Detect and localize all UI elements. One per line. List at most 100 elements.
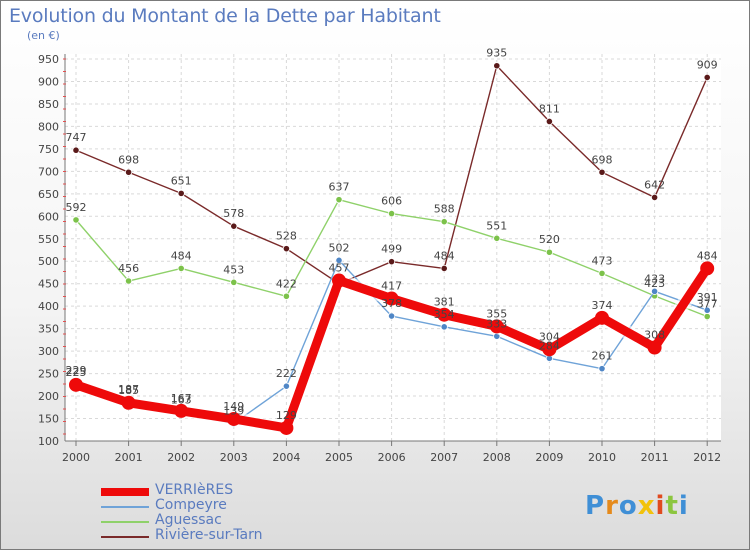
plot-area xyxy=(65,54,721,441)
data-label: 484 xyxy=(171,249,192,262)
data-label: 185 xyxy=(118,384,139,397)
data-label: 520 xyxy=(539,233,560,246)
data-label: 378 xyxy=(381,297,402,310)
data-point xyxy=(598,269,606,277)
data-point xyxy=(226,411,241,426)
data-label: 433 xyxy=(644,272,665,285)
y-tick-label: 100 xyxy=(38,435,59,448)
data-label: 651 xyxy=(171,174,192,187)
data-point xyxy=(493,234,501,242)
logo-letter: i xyxy=(655,491,666,521)
data-label: 592 xyxy=(66,201,87,214)
x-tick-label: 2012 xyxy=(693,451,721,464)
data-point xyxy=(650,193,659,202)
legend-label: Compeyre xyxy=(155,497,227,513)
data-point xyxy=(493,62,501,70)
data-label: 642 xyxy=(644,178,665,191)
data-point xyxy=(177,264,185,273)
logo-letter: o xyxy=(618,491,638,521)
data-label: 333 xyxy=(486,317,507,330)
data-point xyxy=(69,377,83,392)
data-label: 499 xyxy=(381,243,402,256)
data-point xyxy=(282,245,290,253)
x-tick-label: 2006 xyxy=(378,451,406,464)
y-tick-label: 150 xyxy=(38,413,59,426)
data-label: 139 xyxy=(223,404,244,417)
legend-swatch xyxy=(101,488,149,496)
logo-letter: x xyxy=(637,491,656,521)
data-label: 381 xyxy=(434,296,455,309)
data-point xyxy=(647,340,662,355)
y-tick-label: 200 xyxy=(38,390,59,403)
data-point xyxy=(595,310,609,325)
data-label: 355 xyxy=(486,307,507,320)
logo-letter: i xyxy=(678,491,689,521)
data-label: 551 xyxy=(486,219,507,232)
data-label: 698 xyxy=(592,153,613,166)
legend-swatch xyxy=(101,506,149,508)
logo-letter: t xyxy=(665,491,679,521)
proxiti-logo: Proxiti xyxy=(585,491,689,521)
data-label: 606 xyxy=(381,195,402,208)
data-point xyxy=(387,209,396,218)
data-point xyxy=(125,168,133,176)
data-label: 225 xyxy=(66,366,87,379)
data-point xyxy=(598,168,606,176)
data-point xyxy=(230,278,238,286)
y-tick-label: 900 xyxy=(38,75,59,88)
data-label: 747 xyxy=(66,131,87,144)
data-point xyxy=(282,292,290,300)
data-label: 578 xyxy=(223,207,244,220)
data-point xyxy=(282,382,290,390)
data-point xyxy=(335,196,343,204)
x-tick-label: 2007 xyxy=(430,451,458,464)
data-label: 588 xyxy=(434,203,455,216)
y-tick-label: 950 xyxy=(38,53,59,66)
legend-label: Aguessac xyxy=(155,512,222,528)
legend-label: VERRIèRES xyxy=(155,482,234,498)
legend-swatch xyxy=(101,536,149,538)
y-tick-label: 850 xyxy=(38,98,59,111)
data-point xyxy=(279,420,294,435)
y-tick-label: 750 xyxy=(38,143,59,156)
data-point xyxy=(440,218,448,226)
y-tick-label: 350 xyxy=(38,323,59,336)
data-point xyxy=(545,248,554,256)
data-point xyxy=(598,365,606,373)
data-label: 811 xyxy=(539,102,560,115)
data-point xyxy=(177,189,185,197)
data-label: 304 xyxy=(539,330,560,343)
y-tick-label: 700 xyxy=(38,165,59,178)
data-label: 354 xyxy=(434,308,455,321)
data-label: 502 xyxy=(329,241,350,254)
data-point xyxy=(121,395,136,410)
data-point xyxy=(703,73,711,82)
data-point xyxy=(230,222,238,230)
data-point xyxy=(384,291,399,306)
x-tick-label: 2004 xyxy=(272,451,300,464)
data-label: 528 xyxy=(276,230,297,243)
x-tick-label: 2002 xyxy=(167,451,195,464)
data-point xyxy=(440,264,448,273)
data-point xyxy=(489,319,504,334)
data-label: 149 xyxy=(223,400,244,413)
data-point xyxy=(125,277,133,285)
data-label: 374 xyxy=(592,299,613,312)
data-label: 453 xyxy=(223,263,244,276)
data-label: 423 xyxy=(644,277,665,290)
data-point xyxy=(335,256,343,264)
data-point xyxy=(174,403,189,418)
data-label: 484 xyxy=(434,249,455,262)
y-tick-label: 500 xyxy=(38,255,59,268)
x-tick-label: 2001 xyxy=(115,451,143,464)
data-label: 484 xyxy=(697,249,718,262)
data-label: 163 xyxy=(171,394,192,407)
data-label: 261 xyxy=(592,350,613,363)
data-label: 637 xyxy=(329,181,350,194)
x-tick-label: 2011 xyxy=(641,451,669,464)
data-label: 377 xyxy=(697,298,718,311)
data-point xyxy=(650,287,659,295)
data-point xyxy=(437,307,452,322)
